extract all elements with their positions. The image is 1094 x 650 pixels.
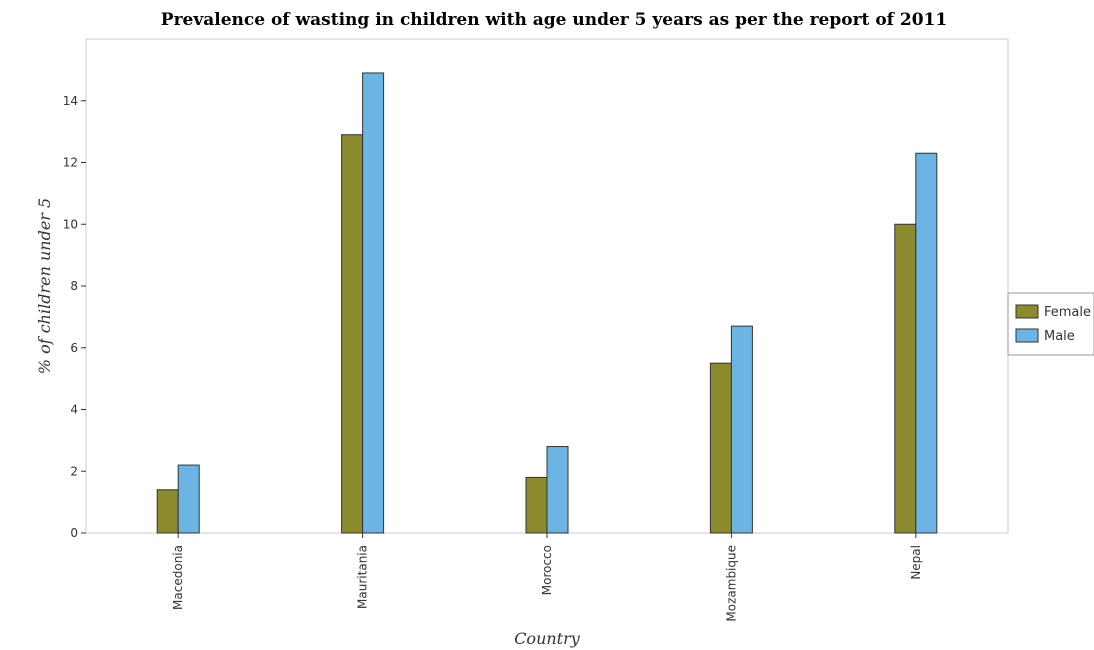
y-tick-label: 8 bbox=[70, 279, 78, 293]
bar-female-mozambique bbox=[709, 362, 732, 534]
y-tick-label: 2 bbox=[70, 464, 78, 478]
bar-male-mozambique bbox=[730, 325, 753, 534]
x-tick-label: Mauritania bbox=[356, 545, 370, 609]
legend-label-male: Male bbox=[1044, 329, 1075, 344]
y-tick-label: 6 bbox=[70, 341, 78, 355]
y-axis: 0 2 4 6 8 10 12 14 bbox=[63, 94, 86, 540]
bar-male-macedonia bbox=[177, 464, 200, 534]
bar-male-morocco bbox=[546, 446, 569, 534]
legend-swatch-male bbox=[1015, 328, 1039, 343]
bar-male-nepal bbox=[915, 152, 938, 534]
y-tick-label: 4 bbox=[70, 403, 78, 417]
x-tick-label: Morocco bbox=[540, 545, 554, 595]
x-tick-label: Nepal bbox=[909, 545, 923, 580]
legend: Female Male bbox=[1007, 292, 1094, 356]
x-axis: Macedonia Mauritania Morocco Mozambique Nepa… bbox=[171, 533, 923, 622]
x-axis-title: Country bbox=[514, 629, 581, 648]
y-tick-label: 12 bbox=[63, 156, 78, 170]
bar-female-mauritania bbox=[341, 134, 364, 534]
bars bbox=[156, 72, 938, 534]
y-tick-label: 10 bbox=[63, 217, 78, 231]
x-tick-label: Macedonia bbox=[171, 545, 185, 610]
chart-title: Prevalence of wasting in children with a… bbox=[161, 10, 947, 30]
y-axis-title: % of children under 5 bbox=[35, 198, 54, 374]
bar-female-macedonia bbox=[156, 489, 179, 534]
legend-label-female: Female bbox=[1044, 305, 1091, 320]
x-tick-label: Mozambique bbox=[724, 545, 738, 622]
legend-swatch-female bbox=[1015, 304, 1039, 319]
bar-female-nepal bbox=[894, 223, 917, 534]
y-tick-label: 14 bbox=[63, 94, 78, 108]
legend-box bbox=[1007, 292, 1094, 356]
y-tick-label: 0 bbox=[70, 526, 78, 540]
bar-male-mauritania bbox=[362, 72, 385, 534]
bar-female-morocco bbox=[525, 476, 548, 534]
